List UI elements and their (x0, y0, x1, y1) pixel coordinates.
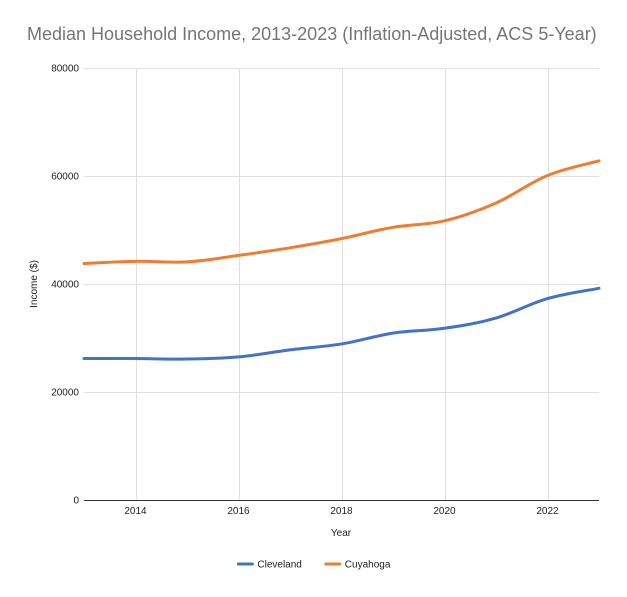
series-line-cuyahoga (82, 159, 601, 265)
chart-title: Median Household Income, 2013-2023 (Infl… (27, 24, 597, 44)
x-tick-label: 2020 (433, 506, 456, 517)
gridlines (84, 68, 599, 500)
y-tick-label: 0 (73, 496, 79, 507)
legend: Cleveland Cuyahoga (236, 560, 391, 571)
y-tick-label: 40000 (51, 280, 79, 291)
y-axis-title: Income ($) (29, 260, 40, 308)
axes: 0 20000 40000 60000 80000 2014 2016 2018 2020 202… (51, 64, 599, 517)
x-axis-title: Year (331, 528, 352, 539)
x-tick-label: 2014 (124, 506, 147, 517)
y-tick-label: 80000 (51, 64, 79, 75)
y-tick-label: 60000 (51, 172, 79, 183)
x-tick-label: 2022 (536, 506, 559, 517)
x-tick-label: 2018 (330, 506, 353, 517)
x-tick-label: 2016 (227, 506, 250, 517)
series-lines (82, 159, 601, 361)
legend-label-cleveland: Cleveland (257, 560, 301, 571)
series-line-cleveland (82, 286, 601, 361)
legend-label-cuyahoga: Cuyahoga (345, 560, 391, 571)
y-tick-label: 20000 (51, 388, 79, 399)
